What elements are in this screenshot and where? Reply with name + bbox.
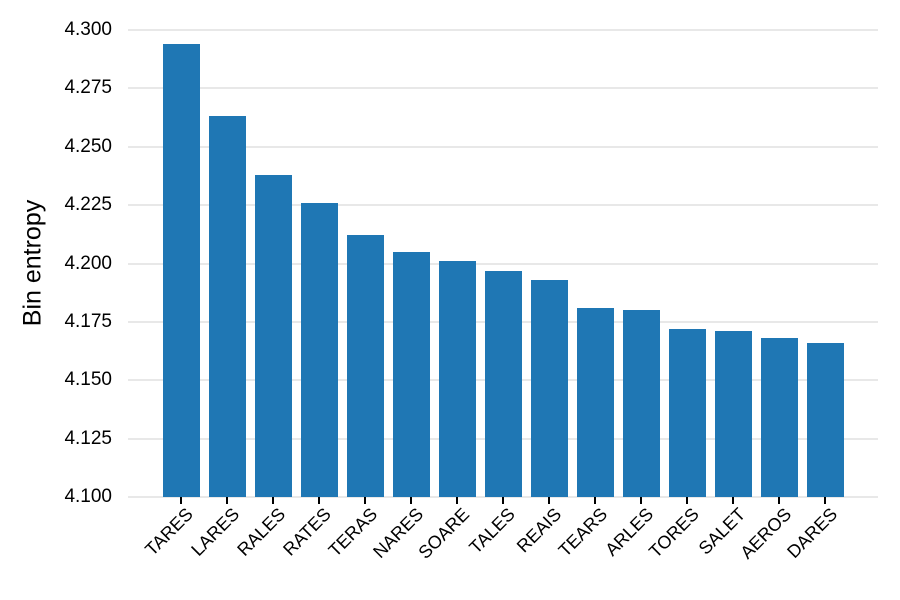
x-tick-mark — [824, 497, 826, 504]
gridline — [128, 204, 878, 207]
x-tick-mark — [548, 497, 550, 504]
x-tick-mark — [594, 497, 596, 504]
bar-reais — [530, 279, 568, 497]
x-tick-mark — [180, 497, 182, 504]
x-tick-label-aeros: AEROS — [736, 504, 796, 563]
plot-area — [128, 29, 878, 498]
bar-teras — [346, 235, 384, 497]
bar-tales — [484, 270, 522, 497]
gridline — [128, 262, 878, 265]
y-tick-label-4.225: 4.225 — [64, 194, 112, 216]
bar-tores — [668, 328, 706, 497]
bar-aeros — [760, 338, 798, 497]
y-tick-label-4.175: 4.175 — [64, 310, 112, 332]
bar-arles — [622, 310, 660, 497]
bar-nares — [392, 251, 430, 497]
x-tick-label-tales: TALES — [465, 504, 520, 558]
x-tick-mark — [318, 497, 320, 504]
x-tick-label-lares: LARES — [187, 504, 244, 560]
bar-tares — [162, 44, 200, 497]
x-tick-mark — [778, 497, 780, 504]
x-tick-mark — [364, 497, 366, 504]
y-tick-label-4.275: 4.275 — [64, 77, 112, 99]
x-tick-mark — [226, 497, 228, 504]
x-tick-label-rates: RATES — [279, 504, 336, 560]
x-tick-label-tears: TEARS — [554, 504, 612, 561]
x-tick-label-tares: TARES — [141, 504, 198, 560]
y-tick-label-4.150: 4.150 — [64, 369, 112, 391]
y-tick-label-4.250: 4.250 — [64, 135, 112, 157]
x-tick-label-rales: RALES — [233, 504, 290, 560]
bar-tears — [576, 307, 614, 497]
x-tick-mark — [732, 497, 734, 504]
y-tick-label-4.300: 4.300 — [64, 19, 112, 40]
y-tick-label-4.200: 4.200 — [64, 252, 112, 274]
gridline — [128, 87, 878, 90]
y-tick-label-4.100: 4.100 — [64, 486, 112, 507]
bar-salet — [714, 331, 752, 497]
gridline — [128, 145, 878, 148]
x-tick-mark — [410, 497, 412, 504]
bar-rates — [300, 202, 338, 497]
gridline — [128, 29, 878, 31]
y-tick-label-4.125: 4.125 — [64, 427, 112, 449]
bar-lares — [208, 116, 246, 497]
x-tick-mark — [456, 497, 458, 504]
x-tick-label-dares: DARES — [783, 504, 842, 562]
bar-soare — [438, 261, 476, 497]
bar-rales — [254, 174, 292, 497]
x-tick-mark — [502, 497, 504, 504]
x-tick-label-tores: TORES — [645, 504, 704, 562]
x-tick-mark — [272, 497, 274, 504]
x-tick-label-soare: SOARE — [414, 504, 474, 563]
x-tick-mark — [686, 497, 688, 504]
bar-dares — [806, 342, 844, 497]
x-tick-mark — [640, 497, 642, 504]
